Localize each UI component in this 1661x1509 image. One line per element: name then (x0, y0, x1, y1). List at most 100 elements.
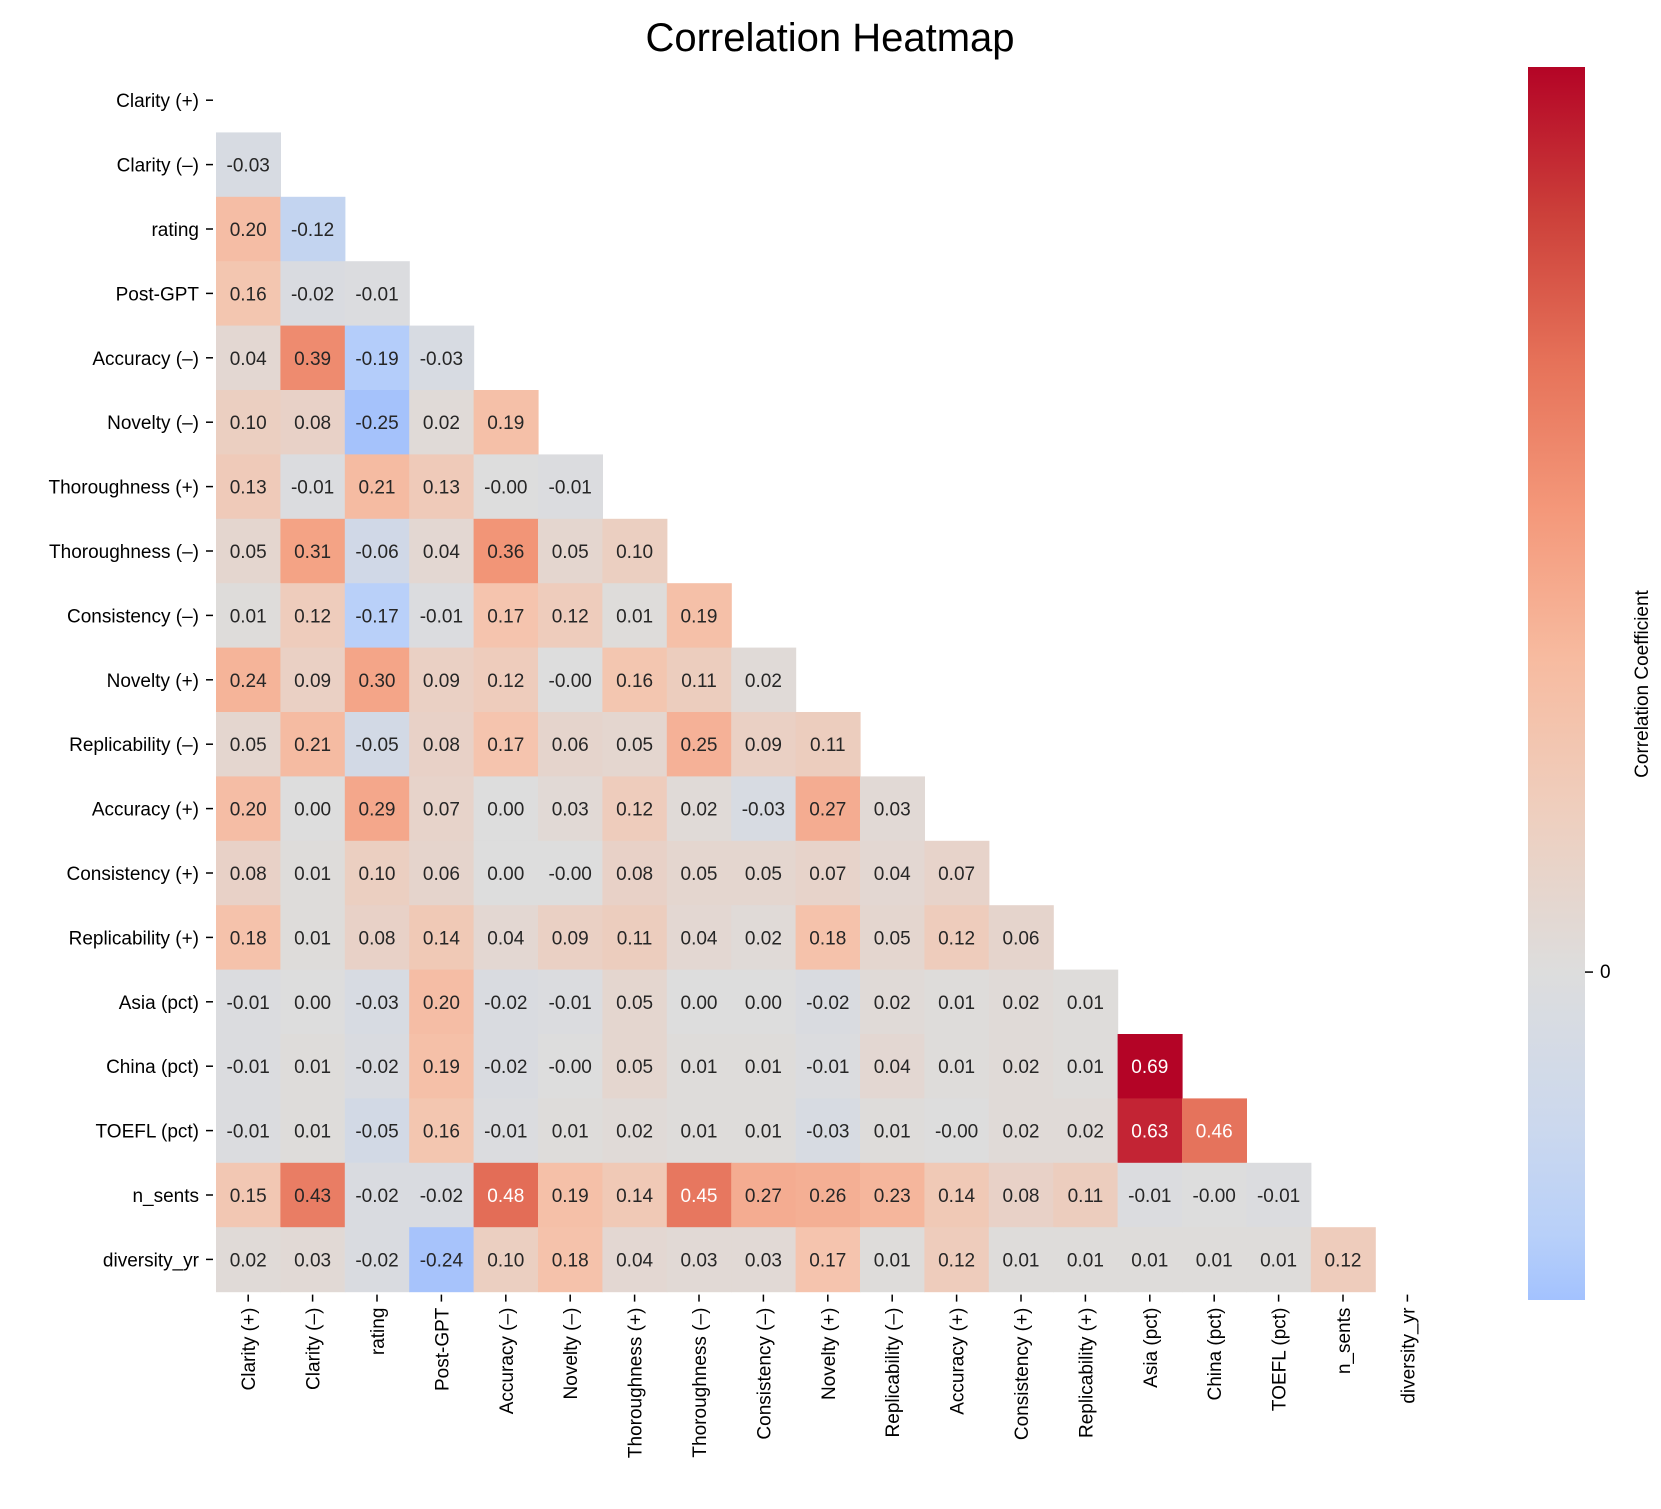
heatmap-cell (216, 196, 281, 262)
heatmap-cell (666, 969, 732, 1035)
heatmap-cell (924, 1162, 990, 1228)
heatmap-cell (602, 583, 668, 649)
heatmap-cell (988, 969, 1054, 1035)
y-axis-tick-label: Accuracy (+) (92, 800, 199, 821)
cell-value-label: 0.11 (1068, 1186, 1104, 1207)
heatmap-cell (666, 647, 732, 713)
heatmap-cell (344, 1098, 410, 1164)
x-axis-tick-label: Consistency (+) (1012, 1308, 1033, 1441)
heatmap-cell (666, 1162, 732, 1228)
cell-value-label: -0.01 (227, 1122, 270, 1143)
cell-value-label: -0.03 (227, 156, 270, 177)
cell-value-label: 0.30 (359, 671, 396, 692)
heatmap-cell (473, 390, 539, 455)
cell-value-label: -0.17 (355, 606, 398, 627)
cell-value-label: 0.06 (552, 735, 589, 756)
x-axis-tick-label: Clarity (+) (239, 1308, 260, 1391)
heatmap-cell (280, 905, 346, 971)
heatmap-cell (216, 583, 281, 649)
heatmap-cell (280, 390, 346, 455)
heatmap-cell (602, 969, 668, 1035)
y-axis-tick-label: Asia (pct) (119, 993, 199, 1014)
cell-value-label: -0.02 (355, 1057, 398, 1078)
y-axis-tick-label: Replicability (–) (69, 735, 199, 756)
heatmap-cell (280, 1098, 346, 1164)
x-axis: Clarity (+) Clarity (–) rating Post-GPT Accu… (239, 1294, 1419, 1459)
x-axis-tick-label: Accuracy (–) (497, 1308, 518, 1415)
heatmap-cell (216, 132, 281, 198)
heatmap-cell (731, 905, 797, 971)
cell-value-label: -0.03 (806, 1122, 849, 1143)
heatmap-cell (344, 1227, 410, 1293)
heatmap-cell (344, 776, 410, 842)
heatmap-cell (538, 647, 603, 713)
heatmap-cell (924, 969, 990, 1035)
heatmap-cell (473, 518, 539, 584)
heatmap-cell (602, 776, 668, 842)
heatmap-cell (473, 840, 539, 906)
cell-value-label: 0.02 (745, 671, 782, 692)
heatmap-cell (280, 196, 346, 262)
y-axis-tick-label: Consistency (–) (67, 606, 199, 627)
cell-value-label: 0.01 (616, 606, 653, 627)
heatmap-cell (473, 454, 539, 520)
cell-value-label: 0.29 (359, 800, 396, 821)
cell-value-label: 0.05 (230, 542, 267, 563)
heatmap-cell (280, 969, 346, 1035)
x-axis-tick-label: Thoroughness (+) (626, 1308, 647, 1459)
cell-value-label: 0.20 (230, 800, 267, 821)
cell-value-label: -0.02 (484, 1057, 527, 1078)
heatmap-cell (473, 583, 539, 649)
x-axis-tick-label: Asia (pct) (1141, 1308, 1162, 1388)
cell-value-label: 0.02 (745, 928, 782, 949)
cell-value-label: 0.01 (1196, 1250, 1233, 1271)
cell-value-label: 0.18 (552, 1250, 589, 1271)
cell-value-label: 0.03 (874, 800, 911, 821)
cell-value-label: 0.01 (681, 1122, 718, 1143)
heatmap-cell (216, 518, 281, 584)
cell-value-label: -0.01 (1128, 1186, 1171, 1207)
heatmap-cell (538, 1162, 603, 1228)
cell-value-label: 0.07 (809, 864, 846, 885)
cell-value-label: 0.01 (874, 1250, 911, 1271)
cell-value-label: -0.00 (935, 1122, 978, 1143)
cell-value-label: 0.07 (423, 800, 460, 821)
cell-value-label: 0.23 (874, 1186, 911, 1207)
cell-value-label: -0.02 (291, 284, 334, 305)
cell-value-label: 0.01 (1003, 1250, 1040, 1271)
heatmap-cell (988, 1098, 1054, 1164)
cell-value-label: 0.13 (423, 478, 460, 499)
cell-value-label: 0.01 (294, 1057, 331, 1078)
cell-value-label: 0.02 (874, 993, 911, 1014)
cell-value-label: 0.20 (423, 993, 460, 1014)
cell-value-label: 0.19 (681, 606, 718, 627)
cell-value-label: 0.01 (745, 1057, 782, 1078)
heatmap-cell (473, 712, 539, 777)
x-axis-tick-label: China (pct) (1205, 1308, 1226, 1401)
cell-value-label: 0.31 (294, 542, 331, 563)
heatmap-cell (538, 712, 603, 777)
cell-value-label: 0.01 (552, 1122, 589, 1143)
x-axis-tick-label: Novelty (–) (561, 1308, 582, 1400)
cell-value-label: 0.14 (616, 1186, 653, 1207)
heatmap-cell (409, 454, 475, 520)
y-axis-tick-label: Clarity (+) (116, 91, 199, 112)
heatmap-cell (988, 1034, 1054, 1099)
heatmap-cell (1053, 969, 1119, 1035)
cell-value-label: 0.27 (745, 1186, 782, 1207)
cell-value-label: 0.17 (809, 1250, 846, 1271)
cell-value-label: 0.10 (487, 1250, 524, 1271)
heatmap-cell (344, 647, 410, 713)
cell-value-label: -0.00 (549, 1057, 592, 1078)
x-axis-tick-label: Replicability (–) (883, 1308, 904, 1438)
cell-value-label: 0.03 (552, 800, 589, 821)
cell-value-label: 0.16 (423, 1122, 460, 1143)
cell-value-label: 0.02 (1003, 1057, 1040, 1078)
heatmap-cell (216, 969, 281, 1035)
heatmap-cell (666, 712, 732, 777)
cell-value-label: -0.01 (806, 1057, 849, 1078)
cell-value-label: 0.09 (423, 671, 460, 692)
cell-value-label: 0.39 (294, 349, 331, 370)
heatmap-cell (216, 261, 281, 327)
